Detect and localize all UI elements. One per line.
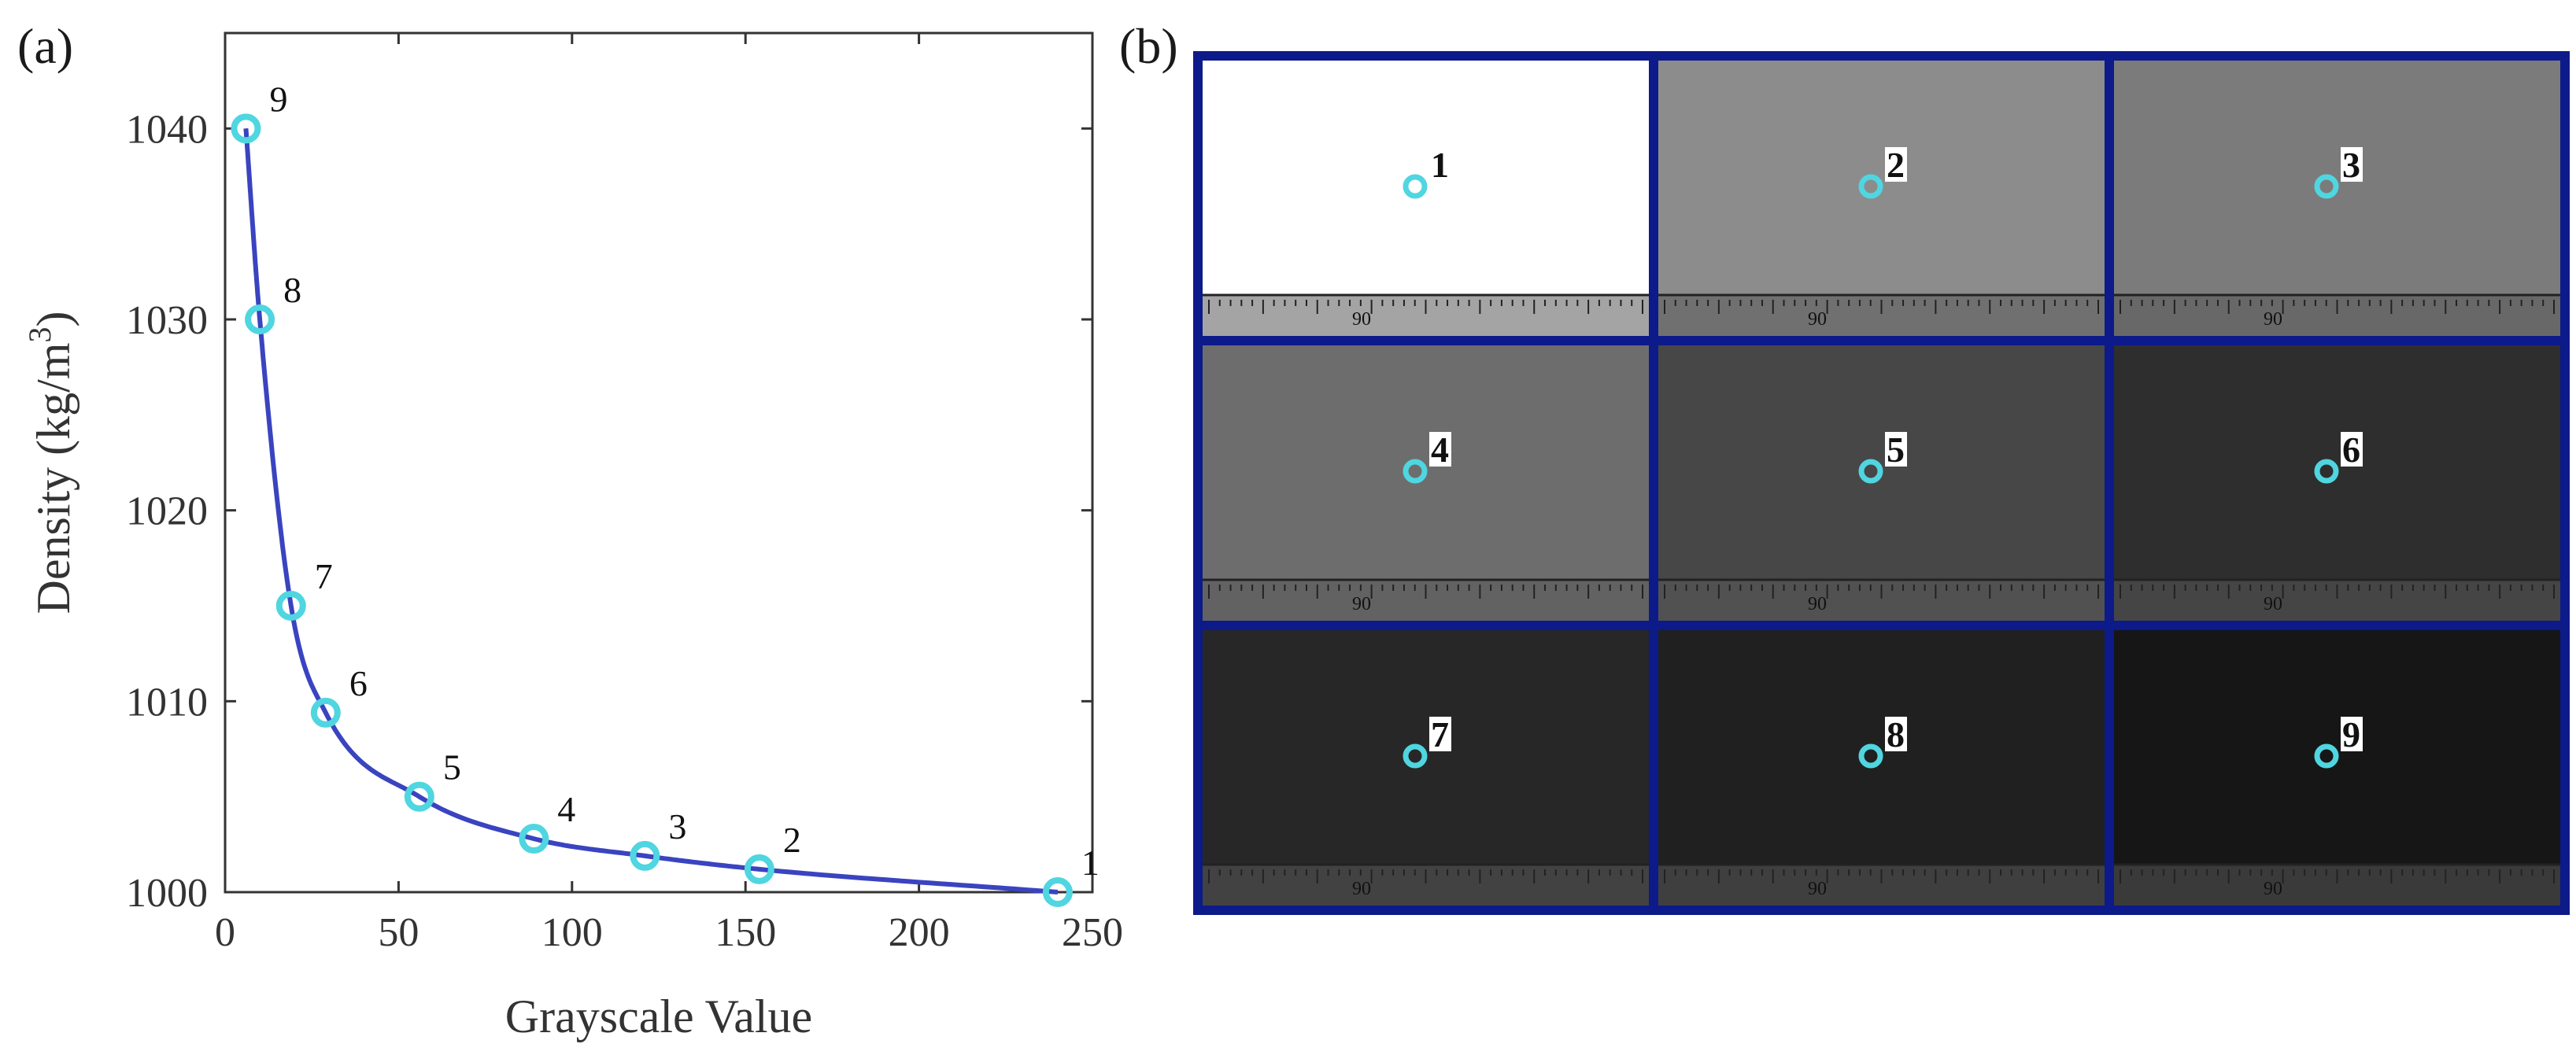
data-point-label: 3	[668, 806, 686, 847]
image-tile: 90 9	[2114, 630, 2560, 906]
y-axis-ticks: 1000 1010 1020 1030 1040	[126, 107, 1092, 916]
panel-a-label: (a)	[17, 18, 73, 74]
probe-label: 8	[1887, 714, 1905, 754]
data-point-marker	[231, 113, 261, 144]
y-tick-label: 1030	[126, 298, 208, 343]
ruler-number: 90	[1808, 879, 1827, 899]
tile-background	[1658, 630, 2105, 906]
plot-frame	[224, 31, 1094, 894]
data-markers: 1 2 3 4 5 6 7 8 9	[231, 79, 1100, 907]
probe-label-box	[1429, 147, 1451, 182]
image-tile: 90 3	[2114, 61, 2560, 336]
image-tile: 90 2	[1658, 61, 2105, 336]
tile-background	[1203, 61, 1649, 336]
y-tick-label: 1000	[126, 871, 208, 916]
probe-marker	[1858, 459, 1883, 484]
data-point-marker	[630, 840, 660, 871]
probe-label: 3	[2342, 145, 2360, 185]
data-point-marker	[404, 781, 434, 812]
image-tile: 90 1	[1203, 61, 1649, 336]
ruler-number: 90	[1352, 879, 1371, 899]
tile-background	[1203, 630, 1649, 906]
probe-label: 1	[1431, 145, 1449, 185]
y-tick-label: 1040	[126, 107, 208, 152]
probe-label-box	[1885, 147, 1907, 182]
y-axis-title: Density (kg/m3)	[22, 312, 79, 614]
probe-label: 6	[2342, 430, 2360, 470]
data-point-label: 5	[443, 747, 461, 788]
probe-marker	[2314, 743, 2339, 769]
ruler-number: 90	[1808, 594, 1827, 614]
tile-background	[2114, 630, 2560, 906]
probe-label: 7	[1431, 714, 1449, 754]
data-point-marker	[519, 824, 549, 854]
data-point-label: 8	[283, 270, 301, 310]
data-point-marker	[1042, 877, 1073, 907]
probe-label-box	[2341, 717, 2363, 751]
image-tile: 90 6	[2114, 345, 2560, 621]
probe-marker	[1858, 743, 1883, 769]
y-tick-label: 1020	[126, 489, 208, 534]
x-tick-label: 200	[889, 910, 950, 955]
tile-background	[1658, 61, 2105, 336]
image-tile: 90 7	[1203, 630, 1649, 906]
fit-curve	[243, 128, 1059, 895]
probe-label: 4	[1431, 430, 1449, 470]
probe-label-box	[1429, 717, 1451, 751]
tile-background	[1658, 345, 2105, 621]
data-point-marker	[744, 854, 774, 884]
ruler-number: 90	[2264, 309, 2282, 330]
data-point-marker	[275, 591, 306, 621]
image-tile: 90 5	[1658, 345, 2105, 621]
probe-marker	[2314, 174, 2339, 199]
probe-label-box	[1885, 432, 1907, 467]
probe-marker	[1403, 743, 1428, 769]
data-point-label: 2	[783, 820, 801, 860]
x-axis-ticks: 0 50 100 150 200 250	[215, 33, 1123, 955]
probe-marker	[1403, 174, 1428, 199]
probe-label-box	[1885, 717, 1907, 751]
data-point-marker	[310, 697, 341, 728]
probe-label-box	[1429, 432, 1451, 467]
y-axis-title-main: Density (kg/m	[28, 343, 79, 614]
x-tick-label: 250	[1062, 910, 1123, 955]
ruler-number: 90	[1352, 309, 1371, 330]
data-point-label: 4	[557, 789, 575, 829]
density-grayscale-chart: 0 50 100 150 200 250 1000 1010 1020 1030 1040 Gra…	[22, 31, 1123, 1042]
x-tick-label: 0	[215, 910, 235, 955]
tile-background	[1203, 345, 1649, 621]
probe-label: 5	[1887, 430, 1905, 470]
image-grid: 90 1 90 2 90 3 90 4 90 5 90 6 90 7 90 8 90 9	[1193, 51, 2570, 915]
x-tick-label: 150	[715, 910, 776, 955]
y-axis-title-end: )	[28, 312, 79, 327]
image-tile: 90 4	[1203, 345, 1649, 621]
data-point-label: 1	[1081, 843, 1100, 883]
x-tick-label: 100	[541, 910, 603, 955]
panel-b-label: (b)	[1119, 18, 1178, 74]
y-axis-title-superscript: 3	[22, 327, 57, 343]
ruler-number: 90	[1352, 594, 1371, 614]
tile-background	[2114, 61, 2560, 336]
data-point-marker	[245, 304, 275, 334]
ruler-number: 90	[2264, 879, 2282, 899]
ruler-number: 90	[2264, 594, 2282, 614]
data-point-label: 6	[349, 663, 368, 703]
probe-label-box	[2341, 432, 2363, 467]
x-axis-title: Grayscale Value	[505, 990, 812, 1042]
probe-label-box	[2341, 147, 2363, 182]
tile-background	[2114, 345, 2560, 621]
y-tick-label: 1010	[126, 680, 208, 725]
data-point-label: 7	[315, 556, 333, 596]
data-point-label: 9	[269, 79, 287, 119]
probe-label: 2	[1887, 145, 1905, 185]
probe-label: 9	[2342, 714, 2360, 754]
image-tile: 90 8	[1658, 630, 2105, 906]
probe-marker	[1403, 459, 1428, 484]
ruler-number: 90	[1808, 309, 1827, 330]
x-tick-label: 50	[378, 910, 419, 955]
probe-marker	[2314, 459, 2339, 484]
probe-marker	[1858, 174, 1883, 199]
